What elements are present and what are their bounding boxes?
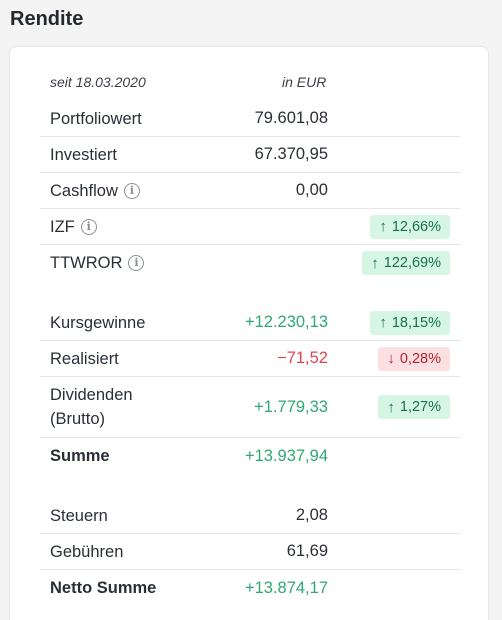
row-label: Investiert [50, 145, 117, 164]
row-label: Realisiert [50, 349, 119, 368]
row-izf: IZF i ↑ 12,66% [40, 209, 460, 245]
row-label: IZF [50, 217, 75, 236]
info-icon[interactable]: i [80, 218, 97, 235]
return-badge: ↑ 1,27% [378, 395, 450, 419]
arrow-up-icon: ↑ [387, 398, 395, 416]
badge-value: 12,66% [391, 218, 441, 235]
return-badge: ↑ 18,15% [370, 310, 450, 335]
row-steuern: Steuern 2,08 [40, 498, 460, 534]
return-badge: ↓ 0,28% [378, 346, 450, 371]
row-ttwror: TTWROR i ↑ 122,69% [40, 245, 460, 281]
row-value: +13.874,17 [244, 578, 328, 597]
row-label: Kursgewinne [50, 313, 146, 332]
row-label: Gebühren [50, 542, 124, 561]
row-cashflow: Cashflow i 0,00 [40, 173, 460, 209]
badge-value: 122,69% [383, 255, 441, 271]
row-value: +12.230,13 [244, 313, 328, 331]
row-value: 0,00 [295, 181, 328, 199]
info-icon[interactable]: i [123, 182, 140, 199]
row-dividenden: Dividenden (Brutto) +1.779,33 ↑ 1,27% [40, 377, 460, 438]
row-investiert: Investiert 67.370,95 [40, 137, 460, 173]
row-label: Dividenden [50, 386, 133, 404]
row-portfoliowert: Portfoliowert 79.601,08 [40, 101, 460, 137]
row-label: Summe [50, 447, 110, 465]
row-value: 67.370,95 [254, 145, 328, 163]
arrow-up-icon: ↑ [379, 314, 387, 331]
row-label: Portfoliowert [50, 109, 142, 128]
period-label: seit 18.03.2020 [50, 74, 146, 90]
row-label: Steuern [50, 506, 108, 525]
row-value: +1.779,33 [254, 397, 328, 416]
row-realisiert: Realisiert −71,52 ↓ 0,28% [40, 341, 460, 377]
arrow-down-icon: ↓ [387, 350, 395, 367]
row-summe: Summe +13.937,94 [40, 438, 460, 474]
row-netto-summe: Netto Summe +13.874,17 [40, 570, 460, 606]
info-icon[interactable]: i [128, 255, 145, 271]
return-badge: ↑ 12,66% [370, 214, 450, 239]
row-value: +13.937,94 [244, 446, 328, 465]
arrow-up-icon: ↑ [379, 218, 387, 235]
return-badge: ↑ 122,69% [362, 251, 450, 275]
row-gebuehren: Gebühren 61,69 [40, 534, 460, 570]
badge-value: 18,15% [391, 314, 441, 331]
badge-value: 0,28% [399, 350, 441, 367]
row-label: TTWROR [50, 254, 123, 272]
row-value: 2,08 [295, 506, 328, 524]
row-value: −71,52 [277, 349, 328, 367]
section-title: Rendite [10, 8, 84, 30]
row-value: 79.601,08 [254, 109, 328, 127]
row-label-suffix: (Brutto) [50, 410, 106, 428]
row-value: 61,69 [286, 542, 328, 560]
badge-value: 1,27% [399, 399, 441, 415]
currency-label: in EUR [282, 74, 327, 90]
row-kursgewinne: Kursgewinne +12.230,13 ↑ 18,15% [40, 305, 460, 341]
row-label: Netto Summe [50, 579, 157, 597]
row-label: Cashflow [50, 181, 118, 200]
arrow-up-icon: ↑ [371, 254, 379, 272]
